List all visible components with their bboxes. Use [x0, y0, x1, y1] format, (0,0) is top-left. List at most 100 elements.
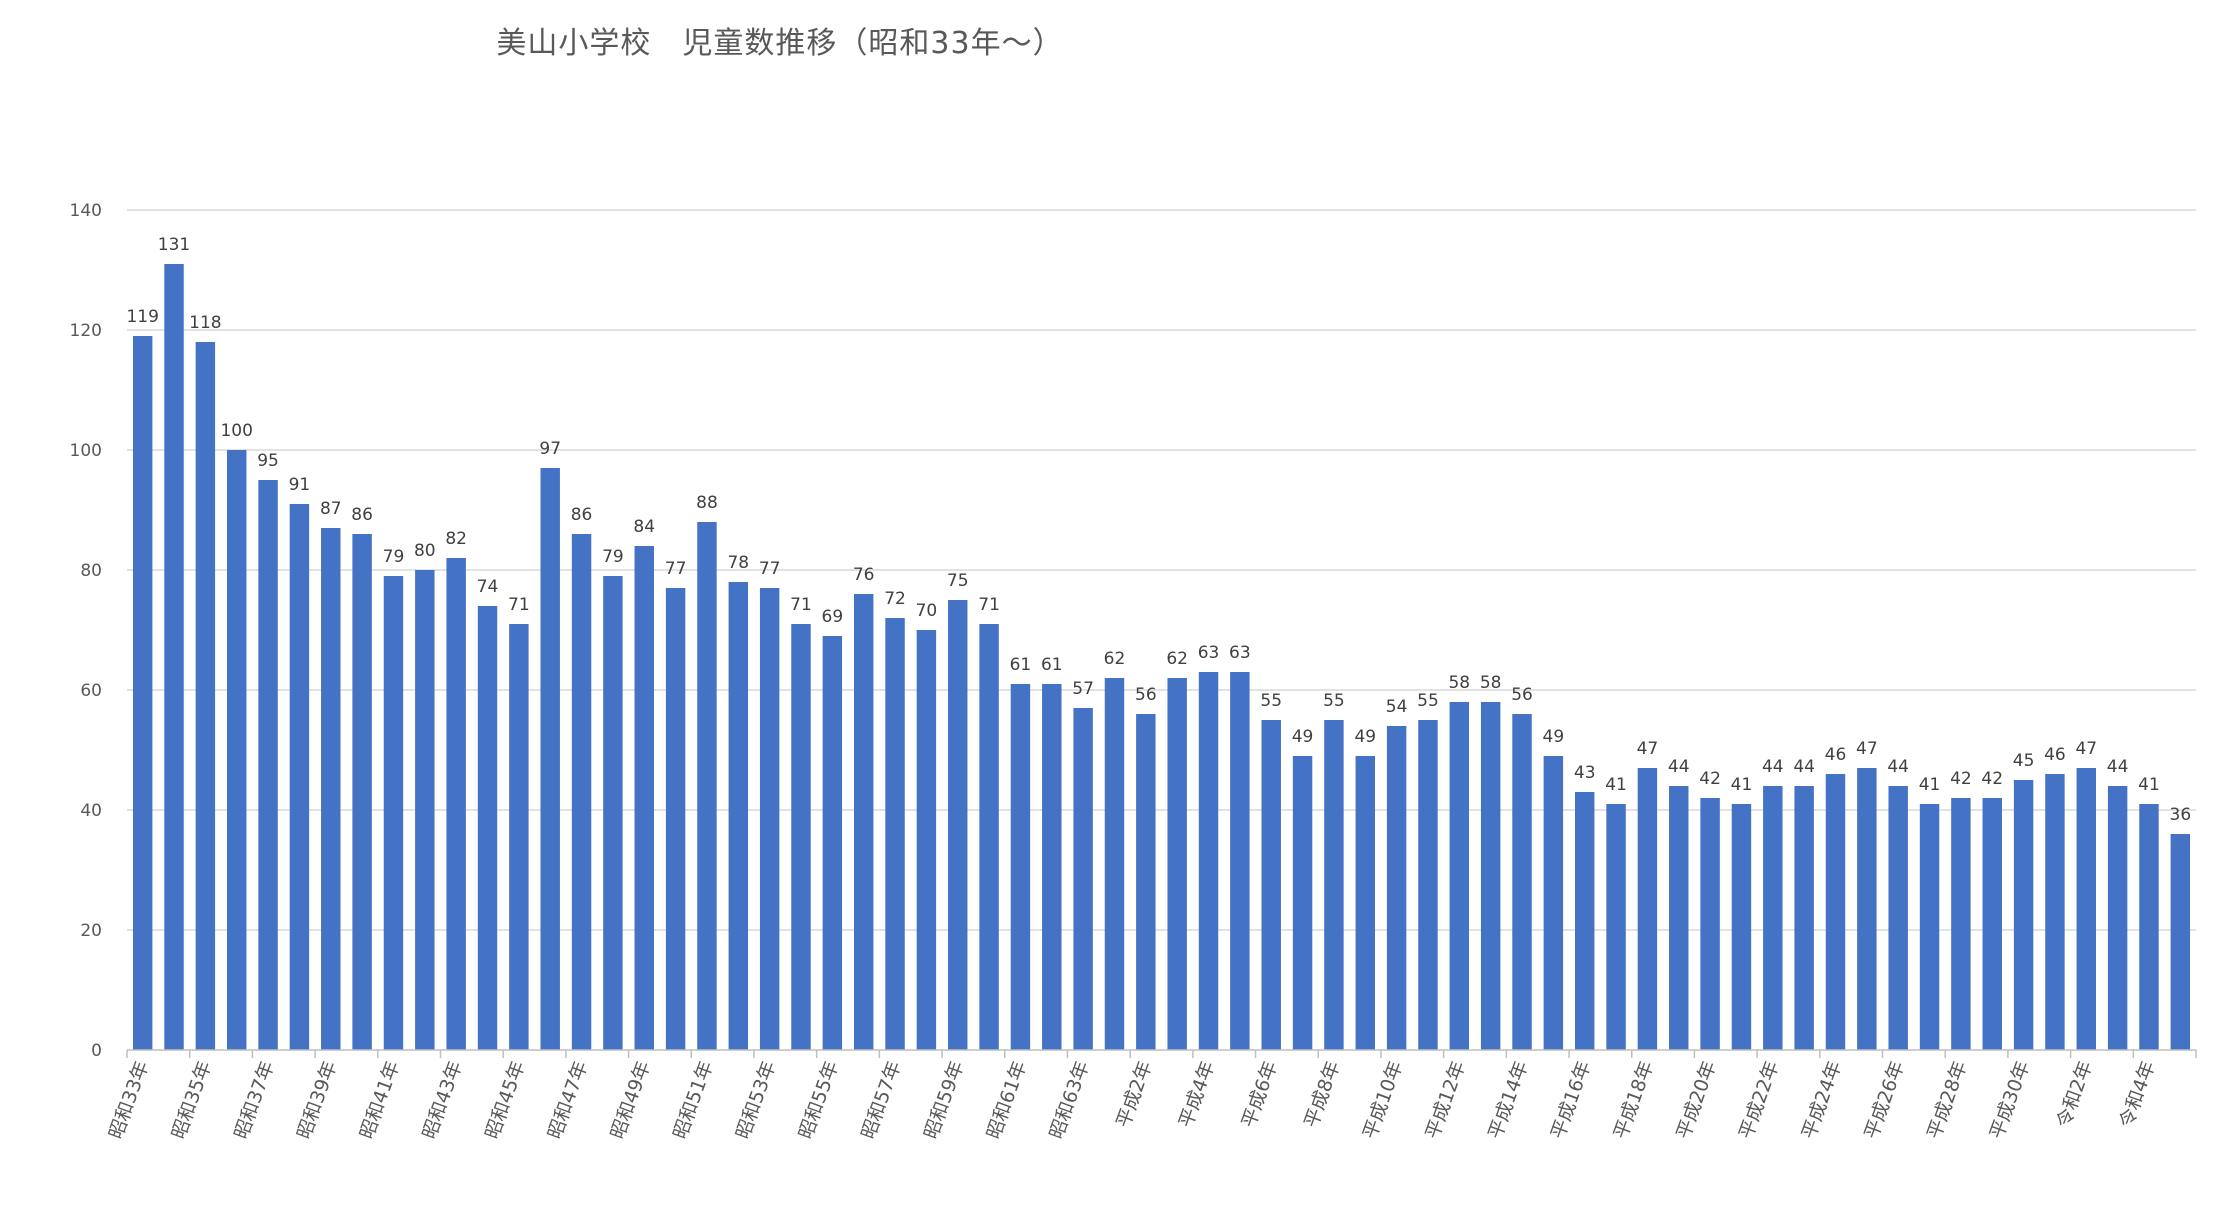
data-label: 62	[1166, 649, 1188, 669]
bar	[571, 534, 592, 1050]
bar	[728, 582, 749, 1050]
data-label: 63	[1198, 643, 1220, 663]
x-tick-label: 平成24年	[1798, 1058, 1846, 1142]
bar	[1574, 792, 1595, 1050]
data-label: 55	[1323, 691, 1345, 711]
data-label: 86	[351, 505, 373, 525]
gridlines	[127, 209, 2196, 931]
data-label: 46	[2044, 745, 2066, 765]
x-tick-label: 昭和33年	[105, 1058, 153, 1142]
bar	[1418, 720, 1438, 1050]
bar	[791, 624, 811, 1050]
data-label: 118	[189, 313, 221, 333]
bar	[289, 504, 310, 1050]
bar	[1261, 720, 1281, 1050]
bar	[853, 594, 874, 1050]
x-tick-label: 平成6年	[1238, 1058, 1282, 1130]
bar	[1669, 786, 1689, 1050]
bar	[1700, 798, 1720, 1050]
data-label: 42	[1699, 769, 1721, 789]
data-label: 54	[1386, 697, 1408, 717]
data-label: 41	[1731, 775, 1753, 795]
bar	[1825, 774, 1846, 1050]
bar	[759, 588, 780, 1050]
y-tick-label: 140	[70, 201, 102, 221]
data-label: 82	[445, 529, 467, 549]
bar	[1731, 804, 1752, 1050]
bar	[1449, 702, 1470, 1050]
data-label: 57	[1072, 679, 1094, 699]
x-tick-label: 昭和37年	[230, 1058, 278, 1142]
x-tick-label: 昭和59年	[920, 1058, 968, 1142]
data-label: 77	[665, 559, 687, 579]
bar	[1198, 672, 1219, 1050]
data-label: 49	[1292, 727, 1314, 747]
data-label: 41	[1919, 775, 1941, 795]
x-tick-label: 昭和53年	[732, 1058, 780, 1142]
chart-title: 美山小学校 児童数推移（昭和33年～）	[496, 26, 1064, 61]
data-label: 61	[1010, 655, 1032, 675]
data-label: 70	[916, 601, 938, 621]
x-tick-label: 平成22年	[1735, 1058, 1783, 1142]
bar	[1073, 708, 1093, 1050]
bar	[1763, 786, 1783, 1050]
bar	[477, 606, 498, 1050]
bar	[509, 624, 529, 1050]
x-tick-label: 平成30年	[1986, 1058, 2034, 1142]
data-label: 44	[1887, 757, 1909, 777]
bar	[1982, 798, 2002, 1050]
axes	[126, 1049, 2197, 1058]
data-label: 42	[1950, 769, 1972, 789]
x-tick-label: 昭和63年	[1045, 1058, 1093, 1142]
y-tick-label: 20	[80, 921, 102, 941]
bar	[2076, 768, 2096, 1050]
data-label: 88	[696, 493, 718, 513]
bar	[164, 264, 184, 1050]
y-tick-label: 80	[80, 561, 102, 581]
x-tick-label: 昭和41年	[356, 1058, 404, 1142]
data-label: 84	[633, 517, 655, 537]
data-label: 49	[1354, 727, 1376, 747]
data-label: 62	[1104, 649, 1126, 669]
x-tick-label: 昭和57年	[857, 1058, 905, 1142]
data-label: 80	[414, 541, 436, 561]
data-label: 69	[822, 607, 844, 627]
bar	[1230, 672, 1250, 1050]
data-label: 58	[1448, 673, 1470, 693]
data-label: 61	[1041, 655, 1063, 675]
data-label: 56	[1511, 685, 1533, 705]
bar	[1888, 786, 1908, 1050]
bar	[1543, 756, 1564, 1050]
bar	[1386, 726, 1407, 1050]
bar	[1637, 768, 1658, 1050]
x-tick-label: 平成20年	[1672, 1058, 1720, 1142]
data-label: 72	[884, 589, 906, 609]
x-tick-label: 昭和61年	[983, 1058, 1031, 1142]
x-tick-label: 平成2年	[1112, 1058, 1156, 1130]
data-label: 78	[727, 553, 749, 573]
bar	[132, 336, 153, 1050]
bar	[1136, 714, 1156, 1050]
data-label: 41	[1605, 775, 1627, 795]
data-label: 47	[1856, 739, 1878, 759]
data-label: 71	[790, 595, 812, 615]
x-tick-label: 昭和43年	[418, 1058, 466, 1142]
data-label: 44	[1762, 757, 1784, 777]
bar	[1512, 714, 1532, 1050]
bar	[916, 630, 937, 1050]
bar	[1167, 678, 1187, 1050]
data-label: 86	[571, 505, 593, 525]
bar	[2045, 774, 2065, 1050]
x-tick-label: 平成14年	[1484, 1058, 1532, 1142]
x-tick-label: 平成4年	[1175, 1058, 1219, 1130]
bars	[132, 264, 2191, 1050]
data-label: 71	[508, 595, 530, 615]
bar	[634, 546, 654, 1050]
bar	[603, 576, 623, 1050]
bar	[1292, 756, 1313, 1050]
bar	[195, 342, 216, 1050]
bar	[383, 576, 404, 1050]
x-tick-label: 令和2年	[2053, 1058, 2097, 1130]
